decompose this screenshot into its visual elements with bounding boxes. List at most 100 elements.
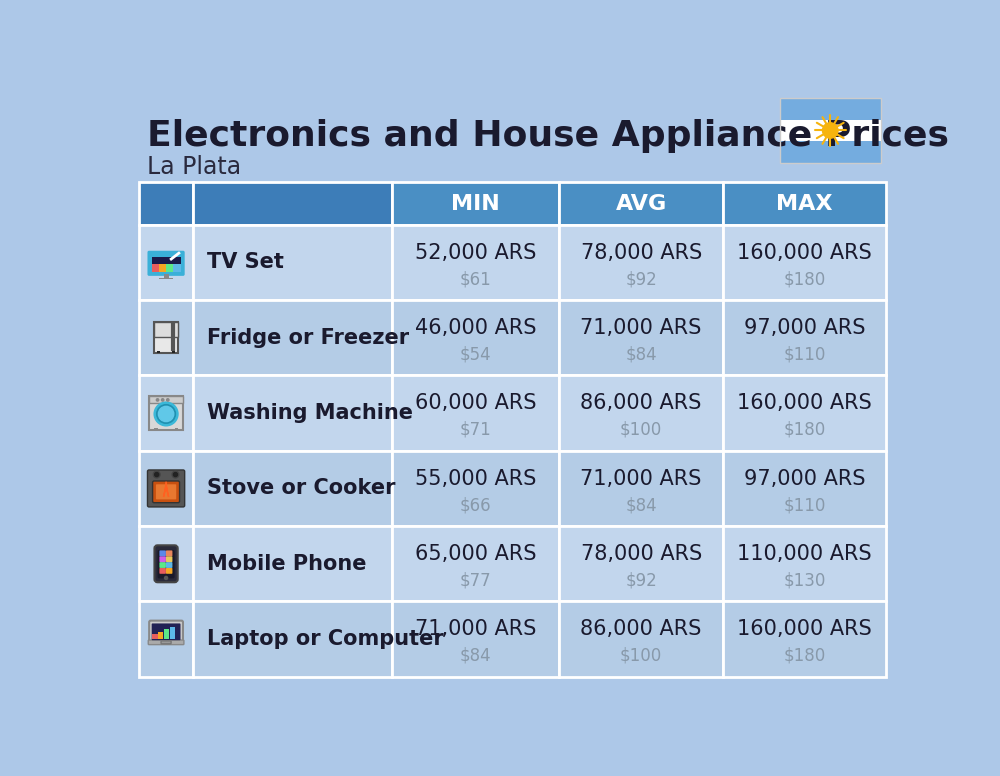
- Bar: [139, 526, 193, 601]
- Bar: [392, 526, 559, 601]
- Text: 71,000 ARS: 71,000 ARS: [580, 469, 702, 489]
- Text: $84: $84: [625, 496, 657, 514]
- Bar: [159, 278, 173, 279]
- Bar: [723, 601, 886, 677]
- Circle shape: [165, 577, 168, 580]
- Text: $84: $84: [460, 646, 492, 665]
- Bar: [139, 225, 193, 300]
- Bar: [193, 225, 392, 300]
- Circle shape: [172, 471, 179, 478]
- Text: Mobile Phone: Mobile Phone: [207, 554, 367, 573]
- Bar: [164, 629, 169, 639]
- FancyBboxPatch shape: [154, 546, 178, 582]
- Bar: [154, 428, 158, 430]
- Text: $110: $110: [783, 345, 826, 363]
- Text: $77: $77: [460, 571, 492, 589]
- Bar: [559, 300, 723, 376]
- Text: 110,000 ARS: 110,000 ARS: [737, 544, 872, 564]
- Text: 160,000 ARS: 160,000 ARS: [737, 619, 872, 639]
- Bar: [559, 526, 723, 601]
- Text: Electronics and House Appliance Prices: Electronics and House Appliance Prices: [147, 120, 949, 153]
- FancyBboxPatch shape: [147, 470, 185, 507]
- Text: Fridge or Freezer: Fridge or Freezer: [207, 327, 409, 348]
- FancyBboxPatch shape: [153, 481, 180, 503]
- Text: 160,000 ARS: 160,000 ARS: [737, 393, 872, 414]
- Text: $61: $61: [460, 270, 492, 288]
- Text: Washing Machine: Washing Machine: [207, 403, 413, 423]
- Text: 71,000 ARS: 71,000 ARS: [415, 619, 536, 639]
- Bar: [139, 182, 193, 225]
- Bar: [154, 322, 178, 353]
- Text: 71,000 ARS: 71,000 ARS: [580, 318, 702, 338]
- Bar: [166, 264, 173, 272]
- Circle shape: [173, 473, 177, 476]
- Bar: [139, 451, 193, 526]
- Text: 97,000 ARS: 97,000 ARS: [744, 318, 865, 338]
- Bar: [170, 627, 175, 639]
- Text: MAX: MAX: [776, 194, 833, 213]
- Text: 86,000 ARS: 86,000 ARS: [580, 619, 702, 639]
- Text: $110: $110: [783, 496, 826, 514]
- Text: $54: $54: [460, 345, 492, 363]
- Bar: [152, 257, 181, 272]
- Bar: [559, 451, 723, 526]
- Text: $71: $71: [460, 421, 492, 438]
- Bar: [780, 120, 881, 141]
- Bar: [193, 300, 392, 376]
- Text: $66: $66: [460, 496, 492, 514]
- Circle shape: [153, 471, 160, 478]
- Bar: [152, 634, 158, 639]
- Text: 78,000 ARS: 78,000 ARS: [581, 243, 702, 262]
- FancyBboxPatch shape: [159, 568, 166, 573]
- FancyBboxPatch shape: [159, 556, 166, 562]
- Bar: [559, 601, 723, 677]
- Bar: [149, 397, 183, 430]
- Text: $180: $180: [784, 421, 826, 438]
- Circle shape: [161, 399, 164, 401]
- Text: $180: $180: [784, 646, 826, 665]
- FancyBboxPatch shape: [156, 484, 176, 500]
- Circle shape: [822, 123, 838, 138]
- Bar: [193, 182, 392, 225]
- Circle shape: [155, 473, 159, 476]
- Bar: [559, 225, 723, 300]
- Bar: [193, 451, 392, 526]
- Bar: [723, 376, 886, 451]
- Text: MIN: MIN: [451, 194, 500, 213]
- Circle shape: [157, 404, 175, 423]
- Text: $92: $92: [625, 571, 657, 589]
- Bar: [723, 182, 886, 225]
- Bar: [173, 264, 181, 272]
- Bar: [152, 264, 159, 272]
- Bar: [392, 182, 559, 225]
- Bar: [723, 451, 886, 526]
- Text: 52,000 ARS: 52,000 ARS: [415, 243, 536, 262]
- Circle shape: [158, 407, 174, 421]
- Text: 60,000 ARS: 60,000 ARS: [415, 393, 536, 414]
- Text: $100: $100: [620, 646, 662, 665]
- Text: $100: $100: [620, 421, 662, 438]
- Bar: [723, 225, 886, 300]
- FancyBboxPatch shape: [147, 251, 185, 275]
- Bar: [392, 225, 559, 300]
- Text: 97,000 ARS: 97,000 ARS: [744, 469, 865, 489]
- Text: 46,000 ARS: 46,000 ARS: [415, 318, 536, 338]
- Bar: [559, 182, 723, 225]
- FancyBboxPatch shape: [148, 640, 184, 645]
- Bar: [193, 376, 392, 451]
- Text: 55,000 ARS: 55,000 ARS: [415, 469, 536, 489]
- Text: $92: $92: [625, 270, 657, 288]
- Bar: [780, 98, 881, 120]
- Bar: [780, 98, 881, 163]
- Bar: [175, 428, 178, 430]
- Bar: [149, 397, 183, 403]
- FancyBboxPatch shape: [166, 562, 172, 568]
- Text: 65,000 ARS: 65,000 ARS: [415, 544, 536, 564]
- Bar: [139, 601, 193, 677]
- Text: 86,000 ARS: 86,000 ARS: [580, 393, 702, 414]
- FancyBboxPatch shape: [161, 641, 171, 644]
- Bar: [392, 300, 559, 376]
- FancyBboxPatch shape: [159, 550, 166, 556]
- Text: Laptop or Computer: Laptop or Computer: [207, 629, 444, 649]
- Bar: [139, 376, 193, 451]
